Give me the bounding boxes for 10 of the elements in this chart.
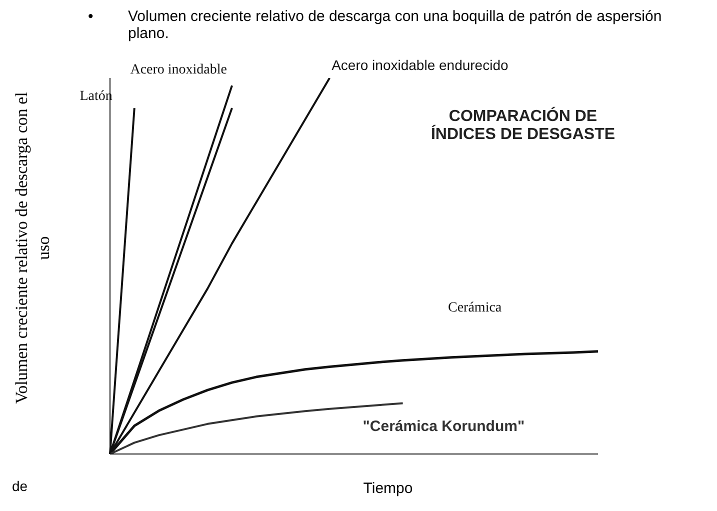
annotation: COMPARACIÓN DE ÍNDICES DE DESGASTE [430, 108, 616, 144]
series-label: Acero inoxidable [130, 62, 227, 78]
series-label: "Cerámica Korundum" [362, 418, 525, 436]
y-axis-title: Volumen creciente relativo de descarga con el uso [11, 91, 54, 406]
text: de [12, 478, 28, 494]
text: • [88, 8, 94, 27]
x-axis-title: Tiempo [363, 480, 413, 497]
text: Cerámica [448, 300, 502, 316]
series-label: Acero inoxidable endurecido [332, 57, 508, 73]
chart-title: Volumen creciente relativo de descarga con una boquilla de patrón de aspersión plano. [128, 8, 663, 42]
